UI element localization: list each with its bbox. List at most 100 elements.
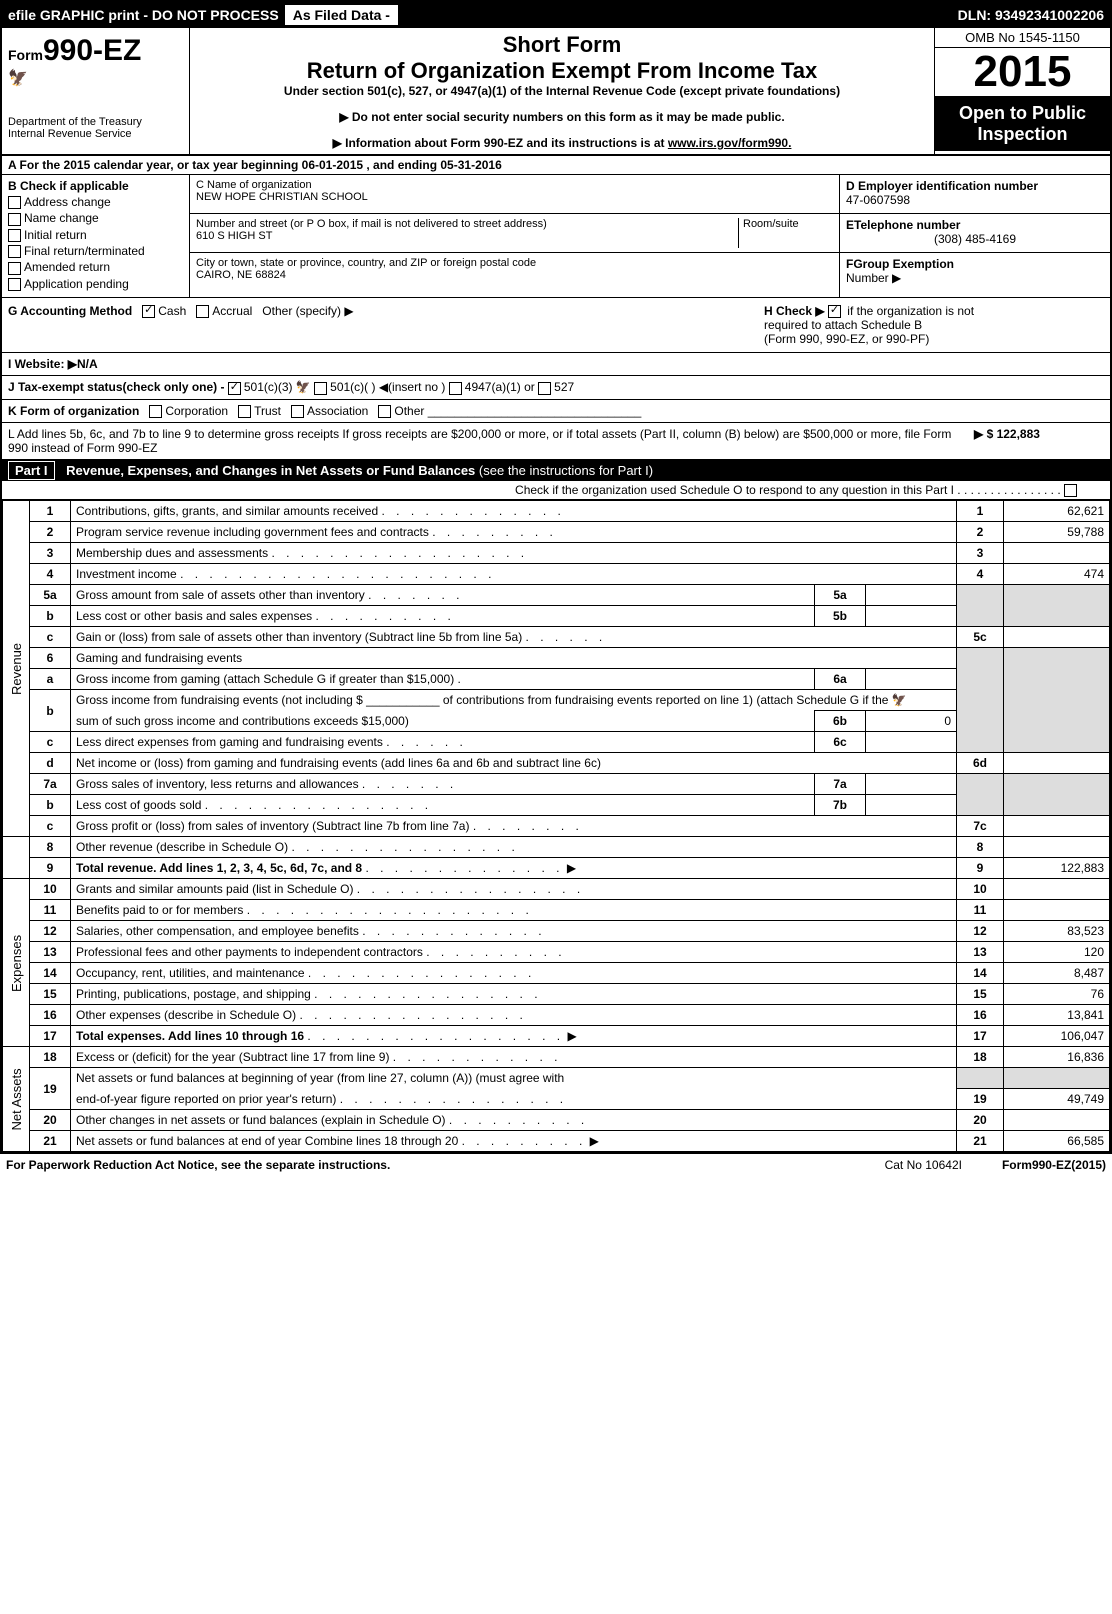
name-change-check[interactable] — [8, 213, 21, 226]
efile-label: efile GRAPHIC print - DO NOT PROCESS — [8, 7, 279, 23]
trust-check[interactable] — [238, 405, 251, 418]
cash-check[interactable]: ✓ — [142, 305, 155, 318]
dln: DLN: 93492341002206 — [958, 7, 1104, 23]
h-check[interactable]: ✓ — [828, 305, 841, 318]
row-a: A For the 2015 calendar year, or tax yea… — [2, 156, 1110, 175]
part1-title: Revenue, Expenses, and Changes in Net As… — [66, 463, 475, 478]
inspect2: Inspection — [937, 124, 1108, 145]
short-form-title: Short Form — [196, 32, 928, 58]
l9-val: 122,883 — [1004, 858, 1110, 879]
street-label: Number and street (or P O box, if mail i… — [196, 218, 547, 230]
b-right: D Employer identification number 47-0607… — [839, 175, 1110, 297]
k-row: K Form of organization Corporation Trust… — [2, 400, 1110, 423]
room-suite: Room/suite — [738, 218, 833, 248]
l-text: L Add lines 5b, 6c, and 7b to line 9 to … — [8, 427, 974, 455]
l6b-val: 0 — [866, 711, 957, 732]
501c3-check[interactable]: ✓ — [228, 382, 241, 395]
footer: For Paperwork Reduction Act Notice, see … — [0, 1154, 1112, 1176]
part1-suffix: (see the instructions for Part I) — [479, 463, 653, 478]
form-number: 990-EZ — [43, 34, 141, 67]
website-row: I Website: ▶N/A — [2, 353, 1110, 376]
other-check[interactable] — [378, 405, 391, 418]
c-label: C Name of organization — [196, 179, 833, 191]
l21-val: 66,585 — [1004, 1130, 1110, 1151]
pending-check[interactable] — [8, 278, 21, 291]
form-container: efile GRAPHIC print - DO NOT PROCESS As … — [0, 0, 1112, 1154]
header-right: OMB No 1545-1150 2015 Open to Public Ins… — [935, 28, 1110, 154]
sched-o-check[interactable] — [1064, 484, 1077, 497]
final-check[interactable] — [8, 245, 21, 258]
netassets-sidelabel: Net Assets — [3, 1047, 30, 1152]
l15-val: 76 — [1004, 984, 1110, 1005]
expenses-sidelabel: Expenses — [3, 879, 30, 1047]
e-label: ETelephone number — [846, 218, 1104, 232]
l17-val: 106,047 — [1004, 1026, 1110, 1047]
section-b: B Check if applicable Address change Nam… — [2, 175, 1110, 298]
phone: (308) 485-4169 — [846, 232, 1104, 246]
f-label: FGroup Exemption — [846, 257, 954, 271]
header-left: Form990-EZ 🦅 Department of the Treasury … — [2, 28, 190, 154]
501c-check[interactable] — [314, 382, 327, 395]
footer-left: For Paperwork Reduction Act Notice, see … — [6, 1158, 390, 1172]
org-name: NEW HOPE CHRISTIAN SCHOOL — [196, 191, 833, 203]
filed-box: As Filed Data - — [285, 5, 398, 25]
ein: 47-0607598 — [846, 193, 1104, 207]
f-label2: Number ▶ — [846, 271, 901, 285]
gh-row: G Accounting Method ✓Cash Accrual Other … — [2, 298, 1110, 353]
l3-val — [1004, 543, 1110, 564]
l-amount: ▶ $ 122,883 — [974, 427, 1104, 455]
l14-val: 8,487 — [1004, 963, 1110, 984]
l2-val: 59,788 — [1004, 522, 1110, 543]
dept-label: Department of the Treasury — [8, 116, 183, 128]
inspect1: Open to Public — [937, 103, 1108, 124]
g-label: G Accounting Method — [8, 304, 132, 318]
527-check[interactable] — [538, 382, 551, 395]
h-label: H Check ▶ — [764, 304, 825, 318]
street-addr: 610 S HIGH ST — [196, 230, 738, 242]
part1-sub: Check if the organization used Schedule … — [2, 481, 1110, 500]
initial-check[interactable] — [8, 229, 21, 242]
irs-url[interactable]: www.irs.gov/form990. — [668, 136, 792, 150]
omb-number: OMB No 1545-1150 — [935, 28, 1110, 48]
header: Form990-EZ 🦅 Department of the Treasury … — [2, 28, 1110, 156]
assoc-check[interactable] — [291, 405, 304, 418]
amended-check[interactable] — [8, 262, 21, 275]
b-checkboxes: B Check if applicable Address change Nam… — [2, 175, 190, 297]
footer-right: Form990-EZ(2015) — [1002, 1158, 1106, 1172]
d-label: D Employer identification number — [846, 179, 1104, 193]
warn2-line: ▶ Information about Form 990-EZ and its … — [196, 136, 928, 150]
l4-val: 474 — [1004, 564, 1110, 585]
irs-label: Internal Revenue Service — [8, 128, 183, 140]
l-row: L Add lines 5b, 6c, and 7b to line 9 to … — [2, 423, 1110, 460]
header-mid: Short Form Return of Organization Exempt… — [190, 28, 935, 154]
cat-no: Cat No 10642I — [885, 1158, 962, 1172]
lines-table: Revenue 1 Contributions, gifts, grants, … — [2, 500, 1110, 1152]
revenue-sidelabel: Revenue — [3, 501, 30, 837]
city-value: CAIRO, NE 68824 — [196, 269, 833, 281]
inspection-box: Open to Public Inspection — [935, 97, 1110, 151]
l18-val: 16,836 — [1004, 1047, 1110, 1068]
under-section: Under section 501(c), 527, or 4947(a)(1)… — [196, 84, 928, 98]
warn2: ▶ Information about Form 990-EZ and its … — [333, 136, 665, 150]
part1-label: Part I — [8, 461, 55, 480]
j-row: J Tax-exempt status(check only one) - ✓5… — [2, 376, 1110, 399]
b-mid: C Name of organization NEW HOPE CHRISTIA… — [190, 175, 839, 297]
eagle-icon: 🦅 — [8, 68, 183, 88]
warn1: ▶ Do not enter social security numbers o… — [196, 110, 928, 124]
l1-val: 62,621 — [1004, 501, 1110, 522]
b-title: B Check if applicable — [8, 179, 183, 193]
l16-val: 13,841 — [1004, 1005, 1110, 1026]
accrual-check[interactable] — [196, 305, 209, 318]
form-prefix: Form — [8, 47, 43, 63]
return-title: Return of Organization Exempt From Incom… — [196, 58, 928, 84]
part1-header: Part I Revenue, Expenses, and Changes in… — [2, 460, 1110, 481]
addr-change-check[interactable] — [8, 196, 21, 209]
city-label: City or town, state or province, country… — [196, 257, 833, 269]
l19-val: 49,749 — [1004, 1088, 1110, 1109]
l12-val: 83,523 — [1004, 921, 1110, 942]
corp-check[interactable] — [149, 405, 162, 418]
4947-check[interactable] — [449, 382, 462, 395]
topbar: efile GRAPHIC print - DO NOT PROCESS As … — [2, 2, 1110, 28]
l13-val: 120 — [1004, 942, 1110, 963]
tax-year: 2015 — [935, 48, 1110, 97]
